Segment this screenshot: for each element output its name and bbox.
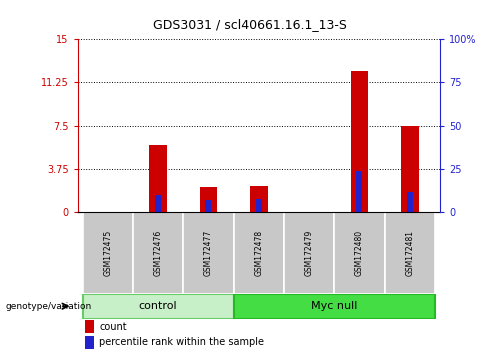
Bar (234, 212, 284, 294)
Bar (234, 294, 435, 319)
Text: GSM172478: GSM172478 (254, 230, 263, 276)
Bar (183, 212, 234, 294)
Text: percentile rank within the sample: percentile rank within the sample (99, 337, 264, 348)
Bar (149, 145, 167, 212)
Bar (356, 171, 362, 212)
Text: count: count (99, 321, 127, 332)
Bar (85, 320, 94, 333)
Bar (256, 199, 262, 212)
Bar (82, 212, 133, 294)
Bar (407, 192, 413, 212)
Bar (200, 187, 217, 212)
Text: GSM172480: GSM172480 (355, 230, 364, 276)
Bar (384, 212, 435, 294)
Text: GSM172477: GSM172477 (204, 230, 213, 276)
Bar (85, 336, 94, 349)
Text: control: control (138, 301, 177, 311)
Bar (250, 186, 268, 212)
Bar (206, 200, 212, 212)
Text: GSM172479: GSM172479 (304, 230, 314, 276)
Text: GSM172475: GSM172475 (103, 230, 112, 276)
Bar (155, 195, 161, 212)
Bar (401, 126, 418, 212)
Bar (284, 212, 335, 294)
Text: GDS3031 / scl40661.16.1_13-S: GDS3031 / scl40661.16.1_13-S (153, 18, 347, 31)
Bar (334, 212, 384, 294)
Text: Myc null: Myc null (311, 301, 358, 311)
Bar (133, 212, 183, 294)
Text: GSM172481: GSM172481 (406, 230, 414, 276)
Text: GSM172476: GSM172476 (154, 230, 162, 276)
Bar (350, 71, 368, 212)
Text: genotype/variation: genotype/variation (5, 302, 91, 311)
Bar (82, 294, 234, 319)
